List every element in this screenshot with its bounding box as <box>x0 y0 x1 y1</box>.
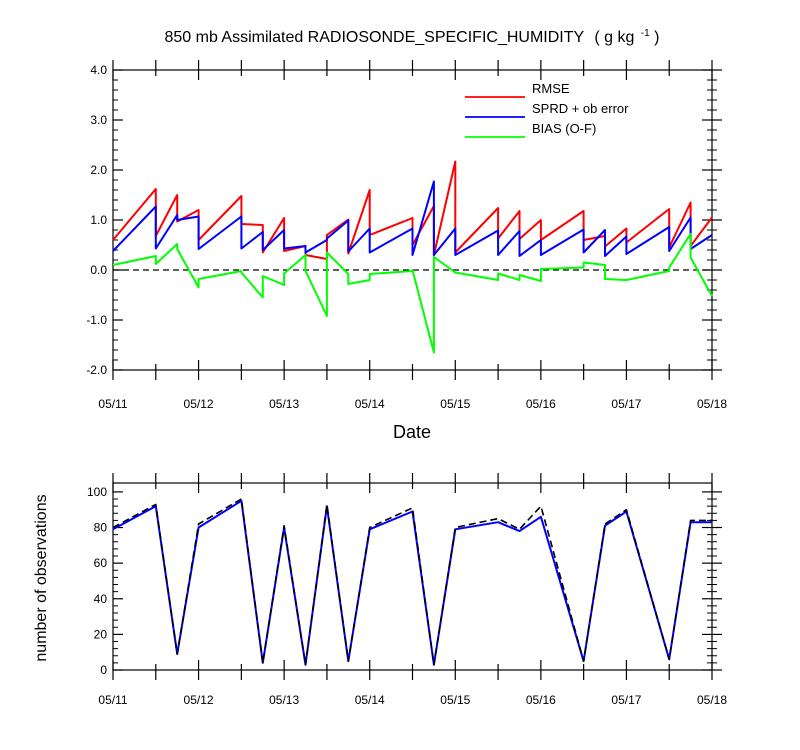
y-tick-label: 60 <box>94 556 108 570</box>
x-tick-label: 05/18 <box>697 693 727 707</box>
y-tick-label: 100 <box>87 485 107 499</box>
x-tick-label: 05/13 <box>269 397 299 411</box>
series-line-bias-o-f <box>112 233 713 354</box>
legend-label: RMSE <box>532 81 570 96</box>
top-chart: -2.0 -1.0 0.0 1.0 2.0 3.0 4.0 05/11 05/12 05/13 05… <box>86 60 727 411</box>
y-tick-label: 0 <box>100 663 107 677</box>
series-line-used <box>112 499 712 666</box>
x-tick-label: 05/11 <box>98 397 127 411</box>
chart-title: 850 mb Assimilated RADIOSONDE_SPECIFIC_H… <box>165 23 660 46</box>
x-tick-label: 05/18 <box>697 397 727 411</box>
y-tick-label: -2.0 <box>86 363 107 377</box>
x-tick-label: 05/15 <box>440 397 470 411</box>
y-tick-label: 1.0 <box>90 213 107 227</box>
series-line-possible <box>112 498 712 666</box>
chart-title-units: ( g kg <box>594 29 634 46</box>
top-chart-xlabel: Date <box>393 422 431 442</box>
legend-label: SPRD + ob error <box>532 101 629 116</box>
x-tick-label: 05/16 <box>526 693 556 707</box>
x-tick-label: 05/13 <box>269 693 299 707</box>
y-tick-label: 4.0 <box>90 63 107 77</box>
bottom-chart-ylabel: number of observations <box>33 494 50 661</box>
chart-title-main: 850 mb Assimilated RADIOSONDE_SPECIFIC_H… <box>165 29 585 46</box>
x-tick-label: 05/12 <box>184 693 214 707</box>
y-tick-label: 40 <box>94 592 108 606</box>
x-tick-label: 05/12 <box>184 397 214 411</box>
series-line-sprd-ob-error <box>112 180 713 257</box>
y-tick-label: 0.0 <box>90 263 107 277</box>
x-tick-label: 05/14 <box>355 693 385 707</box>
chart-title-units-sup: -1 <box>641 28 650 39</box>
y-tick-label: 80 <box>94 521 108 535</box>
x-tick-label: 05/14 <box>355 397 385 411</box>
legend-label: BIAS (O-F) <box>532 121 596 136</box>
chart-title-units-end: ) <box>654 29 659 46</box>
x-tick-label: 05/16 <box>526 397 556 411</box>
y-tick-label: 20 <box>94 627 108 641</box>
y-tick-label: -1.0 <box>86 313 107 327</box>
x-tick-label: 05/11 <box>98 693 127 707</box>
x-tick-label: 05/17 <box>611 397 641 411</box>
y-tick-label: 3.0 <box>90 113 107 127</box>
x-tick-label: 05/17 <box>611 693 641 707</box>
y-tick-label: 2.0 <box>90 163 107 177</box>
x-tick-label: 05/15 <box>440 693 470 707</box>
bottom-chart: 0 20 40 60 80 100 05/11 05/12 05/13 05/14 05/15 05/… <box>87 473 727 707</box>
